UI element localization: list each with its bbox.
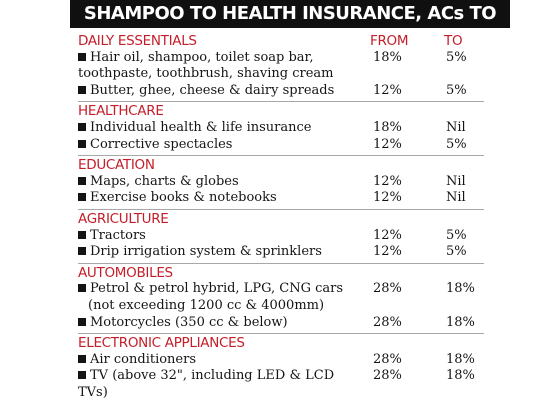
rate-from: 12%	[373, 244, 402, 260]
item-name: Exercise books & notebooks	[90, 190, 277, 206]
rate-to: 18%	[446, 351, 475, 367]
section-education: EDUCATION Maps, charts & globes 12% Nil …	[78, 155, 484, 209]
rate-from: 12%	[373, 136, 402, 152]
item-name: Corrective spectacles	[90, 136, 233, 152]
item-name: Tractors	[90, 227, 146, 243]
item-name-continued: toothpaste, toothbrush, shaving cream	[78, 66, 334, 82]
rate-from: 28%	[373, 368, 402, 384]
table-row-continuation: (not exceeding 1200 cc & 4000mm)	[78, 298, 484, 315]
square-bullet-icon	[78, 176, 86, 185]
square-bullet-icon	[78, 85, 86, 94]
rate-to: 5%	[446, 227, 467, 243]
section-header: ELECTRONIC APPLIANCES	[78, 335, 484, 352]
square-bullet-icon	[78, 247, 86, 256]
item-name: Air conditioners	[90, 351, 197, 367]
section-header: EDUCATION	[78, 157, 484, 174]
table-row: Exercise books & notebooks 12% Nil	[78, 190, 484, 207]
item-name: Petrol & petrol hybrid, LPG, CNG cars	[90, 281, 344, 297]
section-heading: EDUCATION	[78, 157, 155, 174]
square-bullet-icon	[78, 230, 86, 239]
rate-to: 5%	[446, 244, 467, 260]
item-name: Motorcycles (350 cc & below)	[90, 314, 288, 330]
square-bullet-icon	[78, 52, 86, 61]
section-header: AUTOMOBILES	[78, 265, 484, 282]
rate-to: Nil	[446, 190, 466, 206]
section-header: DAILY ESSENTIALS FROM TO	[78, 33, 484, 50]
table-row: Maps, charts & globes 12% Nil	[78, 174, 484, 191]
square-bullet-icon	[78, 193, 86, 202]
rate-from: 12%	[373, 227, 402, 243]
table-row: Motorcycles (350 cc & below) 28% 18%	[78, 315, 484, 332]
item-name: Butter, ghee, cheese & dairy spreads	[90, 82, 335, 98]
table-row: Hair oil, shampoo, toilet soap bar, 18% …	[78, 50, 484, 67]
section-heading: HEALTHCARE	[78, 103, 164, 120]
item-name-continued: (not exceeding 1200 cc & 4000mm)	[88, 297, 325, 313]
rate-from: 12%	[373, 190, 402, 206]
table-row: TV (above 32", including LED & LCD TVs) …	[78, 368, 484, 401]
rate-from: 28%	[373, 314, 402, 330]
section-heading: AGRICULTURE	[78, 210, 169, 227]
table-row: Petrol & petrol hybrid, LPG, CNG cars 28…	[78, 281, 484, 298]
square-bullet-icon	[78, 317, 86, 326]
rate-from: 18%	[373, 49, 402, 65]
rate-from: 28%	[373, 351, 402, 367]
section-healthcare: HEALTHCARE Individual health & life insu…	[78, 101, 484, 155]
rate-to: 18%	[446, 314, 475, 330]
rate-from: 12%	[373, 82, 402, 98]
table-row: Air conditioners 28% 18%	[78, 352, 484, 369]
section-heading: AUTOMOBILES	[78, 264, 173, 281]
table-row: Individual health & life insurance 18% N…	[78, 120, 484, 137]
section-heading: ELECTRONIC APPLIANCES	[78, 335, 245, 352]
section-agriculture: AGRICULTURE Tractors 12% 5% Drip irrigat…	[78, 208, 484, 263]
square-bullet-icon	[78, 139, 86, 148]
table-row: Tractors 12% 5%	[78, 228, 484, 245]
section-heading: DAILY ESSENTIALS	[78, 33, 197, 49]
column-header-from: FROM	[370, 33, 409, 49]
rate-from: 28%	[373, 281, 402, 297]
column-header-to: TO	[444, 33, 463, 49]
rate-to: 5%	[446, 82, 467, 98]
square-bullet-icon	[78, 122, 86, 131]
section-header: HEALTHCARE	[78, 103, 484, 120]
rate-from: 18%	[373, 119, 402, 135]
item-name: Drip irrigation system & sprinklers	[90, 244, 322, 260]
section-header: AGRICULTURE	[78, 211, 484, 228]
section-electronic-appliances: ELECTRONIC APPLIANCES Air conditioners 2…	[78, 333, 484, 403]
table-row: Corrective spectacles 12% 5%	[78, 137, 484, 154]
rate-to: 5%	[446, 49, 467, 65]
square-bullet-icon	[78, 284, 86, 293]
rate-from: 12%	[373, 173, 402, 189]
item-name: TV (above 32", including LED & LCD TVs)	[78, 368, 335, 400]
item-name: Hair oil, shampoo, toilet soap bar,	[90, 49, 314, 65]
table-row-continuation: toothpaste, toothbrush, shaving cream	[78, 66, 484, 83]
rate-to: 18%	[446, 368, 475, 384]
rate-to: Nil	[446, 119, 466, 135]
gst-rate-table: DAILY ESSENTIALS FROM TO Hair oil, shamp…	[78, 32, 484, 403]
rate-to: 18%	[446, 281, 475, 297]
square-bullet-icon	[78, 354, 86, 363]
item-name: Maps, charts & globes	[90, 173, 239, 189]
page-title: SHAMPOO TO HEALTH INSURANCE, ACs TO TVs	[70, 0, 510, 52]
table-row: Butter, ghee, cheese & dairy spreads 12%…	[78, 83, 484, 100]
section-daily-essentials: DAILY ESSENTIALS FROM TO Hair oil, shamp…	[78, 32, 484, 101]
section-automobiles: AUTOMOBILES Petrol & petrol hybrid, LPG,…	[78, 262, 484, 333]
item-name: Individual health & life insurance	[90, 119, 312, 135]
rate-to: Nil	[446, 173, 466, 189]
rate-to: 5%	[446, 136, 467, 152]
table-row: Drip irrigation system & sprinklers 12% …	[78, 244, 484, 261]
square-bullet-icon	[78, 371, 86, 380]
